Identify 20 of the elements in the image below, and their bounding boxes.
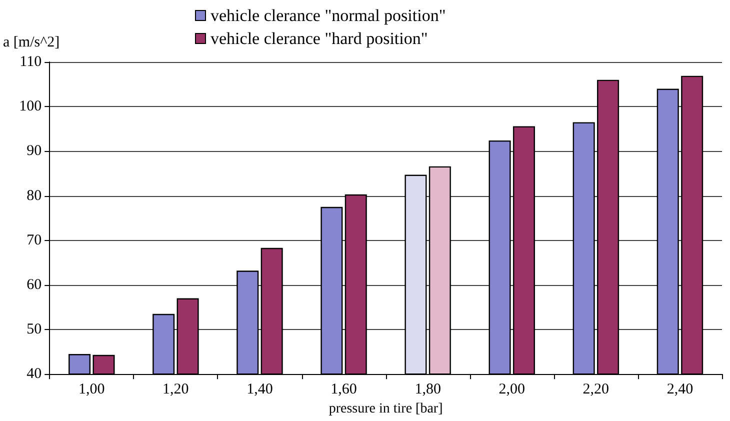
x-axis-title: pressure in tire [bar]: [328, 402, 443, 416]
x-tick-label: 2,20: [582, 382, 610, 398]
legend-label: vehicle clerance "normal position": [210, 6, 446, 25]
y-tick-label: 100: [19, 98, 42, 115]
x-tick-label: 2,40: [666, 382, 694, 398]
x-tick-label: 1,00: [78, 382, 105, 398]
legend-label: vehicle clerance "hard position": [210, 29, 428, 48]
x-tick-label: 1,40: [246, 382, 273, 398]
y-axis-title: a [m/s^2]: [3, 34, 60, 50]
y-tick-label: 70: [26, 232, 42, 248]
y-tick-label: 50: [26, 322, 42, 338]
x-tick-label: 1,20: [162, 382, 189, 398]
y-tick-label: 80: [26, 188, 42, 204]
y-tick-label: 60: [26, 276, 42, 293]
y-tick-label: 40: [26, 366, 42, 382]
x-tick-label: 2,00: [498, 382, 526, 398]
x-tick-label: 1,80: [414, 382, 441, 398]
x-tick-label: 1,60: [330, 382, 357, 398]
y-tick-label: 110: [20, 54, 42, 70]
y-tick-label: 90: [26, 143, 42, 160]
